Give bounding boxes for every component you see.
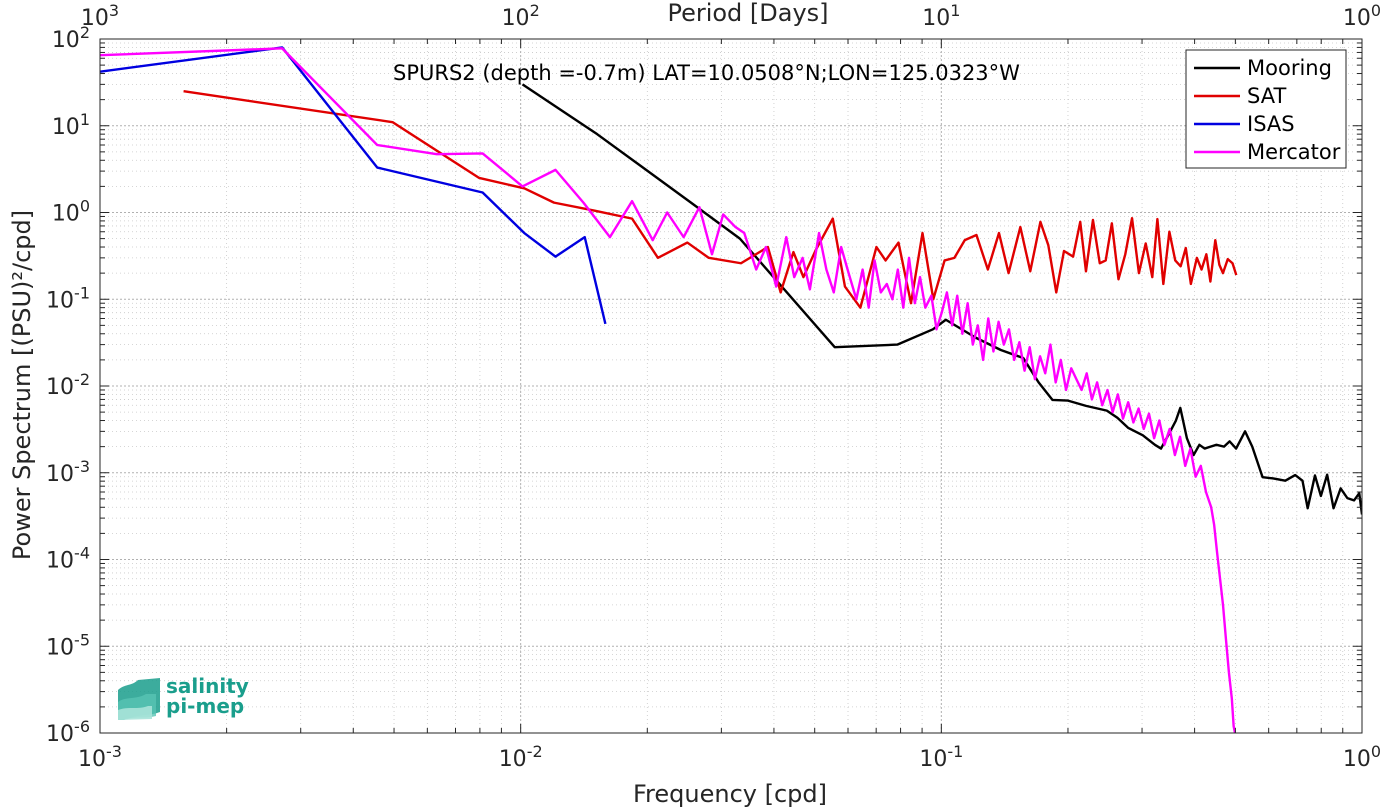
legend: Mooring SAT ISAS Mercator [1185, 49, 1347, 169]
y-tick-label: 102 [52, 23, 90, 53]
top-tick-label: 102 [502, 1, 540, 31]
series-line-mercator [100, 47, 1237, 733]
x-tick-label: 10-2 [499, 742, 543, 772]
series-line-sat [183, 90, 1238, 309]
legend-label-mooring: Mooring [1247, 56, 1332, 80]
legend-label-isas: ISAS [1247, 112, 1295, 136]
top-tick-label: 101 [922, 1, 960, 31]
top-tick-label: 100 [1343, 1, 1381, 31]
x-axis-title: Frequency [cpd] [633, 780, 827, 808]
legend-label-sat: SAT [1247, 84, 1286, 108]
y-tick-label: 10-2 [46, 370, 90, 400]
y-tick-label: 100 [52, 197, 90, 227]
x-tick-label: 10-3 [78, 742, 122, 772]
y-tick-label: 10-1 [46, 283, 90, 313]
y-tick-label: 10-5 [46, 630, 90, 660]
y-tick-label: 10-4 [46, 544, 90, 574]
top-tick-label: 103 [81, 1, 119, 31]
x-tick-label: 100 [1343, 742, 1381, 772]
logo-text-line2: pi-mep [166, 694, 244, 718]
y-tick-label: 101 [52, 110, 90, 140]
series-line-isas [100, 46, 607, 325]
x-tick-label: 10-1 [919, 742, 963, 772]
y-axis-title: Power Spectrum [(PSU)²/cpd] [8, 210, 36, 560]
chart-annotation: SPURS2 (depth =-0.7m) LAT=10.0508°N;LON=… [393, 61, 1020, 85]
legend-label-mercator: Mercator [1247, 140, 1341, 164]
y-tick-label: 10-6 [46, 717, 90, 747]
legend-box [1185, 49, 1347, 169]
top-axis-title: Period [Days] [667, 0, 828, 27]
ticks-layer [99, 38, 1363, 734]
salinity-pi-mep-logo: salinity pi-mep [118, 674, 249, 720]
logo-text-line1: salinity [166, 674, 249, 698]
series-layer [100, 46, 1362, 733]
y-tick-label: 10-3 [46, 457, 90, 487]
